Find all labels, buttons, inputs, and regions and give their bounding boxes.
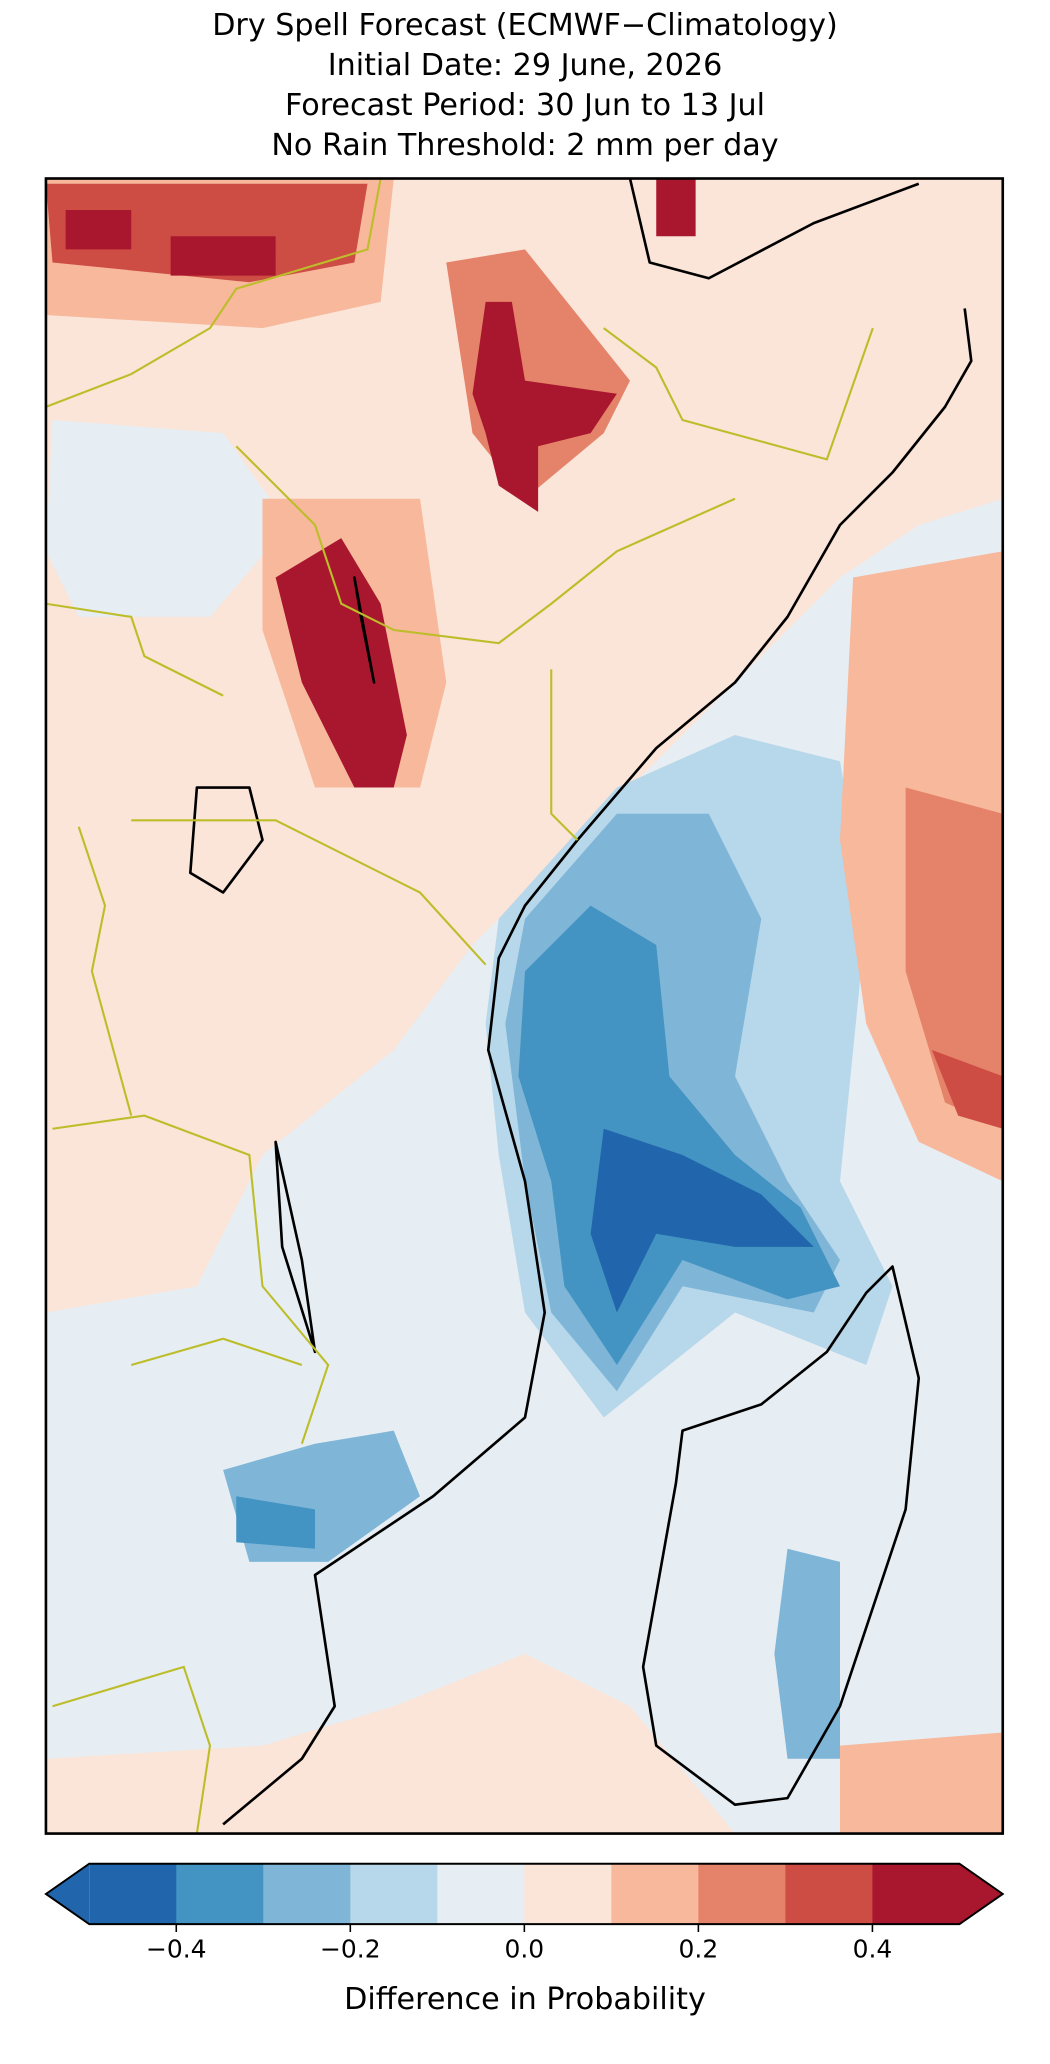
colorbar-tick-label: 0.0 <box>505 1934 545 1963</box>
border <box>45 178 874 1834</box>
coastline <box>222 178 973 1826</box>
colorbar-segment <box>437 1863 525 1925</box>
colorbar-segment <box>263 1863 351 1925</box>
field-patch <box>236 1496 315 1549</box>
field-patch <box>840 1732 1003 1834</box>
colorbar-segment <box>350 1863 438 1925</box>
colorbar-segment <box>698 1863 787 1925</box>
field-patch <box>774 1548 840 1759</box>
colorbar-segment <box>785 1863 874 1925</box>
field-patch <box>275 538 407 788</box>
field-patch <box>590 1128 814 1313</box>
colorbar-segment <box>611 1863 700 1925</box>
colorbar-label: Difference in Probability <box>344 1982 706 2017</box>
field-patch <box>45 183 368 283</box>
colorbar-tick-label: 0.4 <box>853 1934 893 1963</box>
colorbar-extend <box>959 1863 1003 1925</box>
title: Dry Spell Forecast (ECMWF−Climatology) In… <box>212 8 838 163</box>
title-line: Dry Spell Forecast (ECMWF−Climatology) <box>212 8 838 43</box>
title-line: No Rain Threshold: 2 mm per day <box>271 128 778 163</box>
field-patch <box>905 787 1003 1129</box>
field-patch <box>931 1050 1003 1129</box>
colorbar-segment <box>89 1863 177 1925</box>
map-frame <box>44 177 1005 1835</box>
coastline <box>189 576 376 1354</box>
colorbar: −0.4 −0.2 0.0 0.2 0.4 Difference in Probabili… <box>44 1862 1005 2017</box>
colorbar-segment <box>524 1863 613 1925</box>
colorbar-segment <box>872 1863 961 1925</box>
field-patch <box>65 210 276 276</box>
colorbar-extend <box>45 1863 90 1925</box>
colorbar-outline <box>44 1862 1005 1926</box>
colorbar-segment <box>176 1863 264 1925</box>
field-patch <box>656 178 696 237</box>
colorbar-tick-label: 0.2 <box>679 1934 719 1963</box>
coastline <box>641 1265 921 1807</box>
title-line: Initial Date: 29 June, 2026 <box>328 48 723 83</box>
title-line: Forecast Period: 30 Jun to 13 Jul <box>285 88 765 123</box>
field-patch <box>472 301 617 512</box>
colorbar-tick-label: −0.2 <box>320 1934 381 1963</box>
colorbar-tick-label: −0.4 <box>146 1934 207 1963</box>
field-patch <box>45 420 289 617</box>
map <box>45 178 1003 1834</box>
